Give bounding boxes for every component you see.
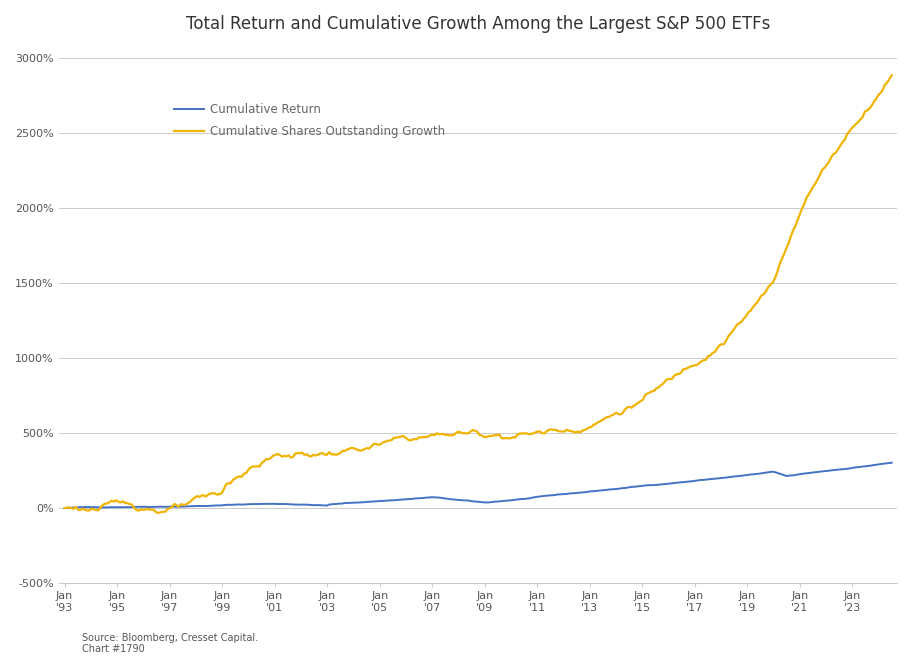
- Cumulative Shares Outstanding Growth: [384, 437, 394, 445]
- Cumulative Return: [382, 496, 393, 504]
- Cumulative Return: [59, 504, 70, 512]
- Cumulative Shares Outstanding Growth: [740, 313, 751, 321]
- Text: Source: Bloomberg, Cresset Capital.
Chart #1790: Source: Bloomberg, Cresset Capital. Char…: [82, 633, 258, 654]
- Cumulative Return: [778, 471, 789, 479]
- Cumulative Shares Outstanding Growth: [780, 244, 791, 252]
- Cumulative Shares Outstanding Growth: [663, 375, 674, 383]
- Cumulative Return: [738, 471, 749, 479]
- Cumulative Shares Outstanding Growth: [885, 71, 896, 79]
- Cumulative Return: [885, 459, 896, 467]
- Cumulative Shares Outstanding Growth: [393, 434, 404, 442]
- Line: Cumulative Return: Cumulative Return: [65, 463, 891, 508]
- Title: Total Return and Cumulative Growth Among the Largest S&P 500 ETFs: Total Return and Cumulative Growth Among…: [186, 15, 770, 33]
- Legend: Cumulative Return, Cumulative Shares Outstanding Growth: Cumulative Return, Cumulative Shares Out…: [174, 103, 445, 138]
- Cumulative Shares Outstanding Growth: [59, 504, 70, 512]
- Cumulative Shares Outstanding Growth: [205, 490, 216, 498]
- Cumulative Shares Outstanding Growth: [153, 509, 164, 517]
- Line: Cumulative Shares Outstanding Growth: Cumulative Shares Outstanding Growth: [65, 75, 891, 513]
- Cumulative Return: [391, 496, 402, 504]
- Cumulative Return: [661, 480, 672, 488]
- Cumulative Return: [202, 502, 213, 510]
